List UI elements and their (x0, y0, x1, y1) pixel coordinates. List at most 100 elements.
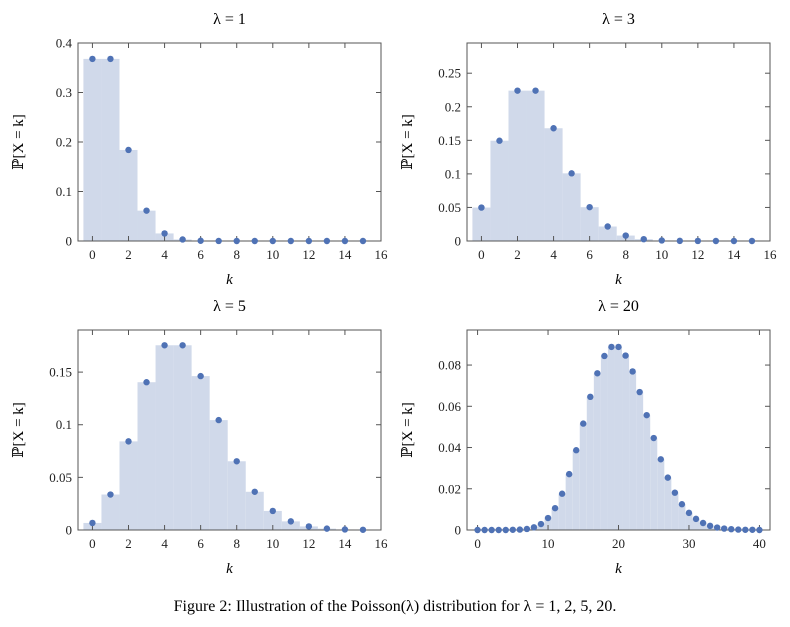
data-point (89, 55, 96, 63)
data-point (664, 474, 672, 481)
y-tick-label: 0.05 (49, 470, 72, 485)
data-point (756, 526, 763, 534)
bar (664, 477, 672, 530)
data-point (650, 434, 657, 442)
y-tick-label: 0.04 (438, 440, 461, 455)
plot-frame (77, 329, 382, 531)
data-point (544, 514, 552, 522)
y-tick-label: 0 (455, 523, 462, 538)
bar (191, 376, 210, 530)
data-point (550, 125, 557, 132)
data-point (323, 237, 331, 245)
bar (572, 450, 580, 530)
bar (173, 345, 192, 530)
x-tick-label: 14 (338, 536, 352, 551)
data-point (233, 237, 240, 245)
bar (657, 459, 665, 530)
data-point (615, 343, 622, 351)
x-tick-label: 0 (89, 536, 96, 551)
bar (622, 355, 630, 530)
bar (699, 522, 707, 530)
data-point (107, 55, 114, 63)
y-tick-label: 0.02 (438, 481, 461, 496)
data-point (735, 526, 742, 533)
y-tick-label: 0.2 (445, 99, 461, 114)
x-tick-label: 2 (125, 247, 132, 262)
data-point (478, 204, 485, 211)
data-point (125, 438, 132, 445)
x-tick-label: 16 (764, 247, 778, 262)
y-tick-label: 0 (66, 523, 73, 538)
data-point (523, 525, 531, 533)
plot-frame (466, 42, 771, 242)
x-axis-label: k (615, 561, 622, 577)
data-point (565, 470, 573, 478)
bar (629, 371, 637, 530)
data-point (573, 447, 580, 454)
data-point (474, 526, 481, 534)
data-point (636, 388, 643, 396)
x-axis-label: k (615, 272, 622, 288)
x-tick-label: 20 (612, 536, 625, 551)
chart-title: λ = 3 (602, 11, 635, 28)
data-point (629, 368, 636, 375)
data-point (179, 236, 186, 243)
data-point (658, 237, 665, 244)
bar (692, 518, 700, 530)
data-point (481, 526, 488, 534)
data-point (305, 523, 313, 530)
bar (281, 521, 300, 530)
data-point (532, 87, 539, 94)
data-point (251, 237, 258, 245)
y-tick-label: 0.25 (438, 66, 461, 81)
bar (598, 226, 617, 241)
data-point (580, 420, 587, 427)
figure-caption: Figure 2: Illustration of the Poisson(λ)… (173, 598, 617, 615)
x-tick-label: 8 (233, 536, 240, 551)
bar (643, 415, 651, 530)
data-point (125, 146, 132, 154)
data-point (502, 526, 509, 534)
y-tick-label: 0.2 (56, 135, 72, 150)
data-point (516, 526, 524, 533)
data-point (728, 525, 735, 533)
bar (586, 396, 594, 530)
bar (671, 492, 679, 530)
data-point (657, 456, 664, 463)
bar (544, 518, 552, 530)
x-tick-label: 12 (302, 247, 315, 262)
data-point (622, 232, 629, 239)
data-point (749, 526, 756, 533)
data-point (643, 411, 650, 419)
bar (227, 461, 246, 530)
data-point (179, 342, 186, 349)
data-point (215, 416, 222, 424)
y-tick-label: 0.15 (49, 365, 72, 380)
x-tick-label: 10 (266, 247, 279, 262)
data-point (748, 237, 756, 245)
x-tick-label: 16 (375, 247, 389, 262)
x-tick-label: 40 (753, 536, 766, 551)
y-axis-label: ℙ[X = k] (11, 402, 27, 458)
chart-title: λ = 20 (598, 298, 639, 315)
x-axis-label: k (226, 561, 233, 577)
data-point (742, 526, 749, 533)
data-point (720, 525, 728, 532)
y-tick-label: 0 (455, 234, 462, 249)
data-point (530, 524, 538, 531)
chart-title: λ = 1 (213, 11, 246, 28)
data-point (509, 526, 517, 533)
data-point (143, 379, 150, 386)
bar (565, 474, 573, 530)
chart-panel-4: 0 10 20 30 40 0 0.02 0.04 0.06 0.08 λ = 20 k ℙ[X = k… (400, 298, 771, 577)
data-point (604, 223, 611, 230)
x-tick-label: 8 (233, 247, 240, 262)
bar (526, 90, 545, 241)
data-point (730, 237, 738, 245)
y-tick-label: 0.1 (56, 184, 72, 199)
x-axis-label: k (226, 272, 233, 288)
data-point (269, 507, 276, 515)
x-tick-label: 4 (550, 247, 557, 262)
data-point (143, 207, 150, 214)
